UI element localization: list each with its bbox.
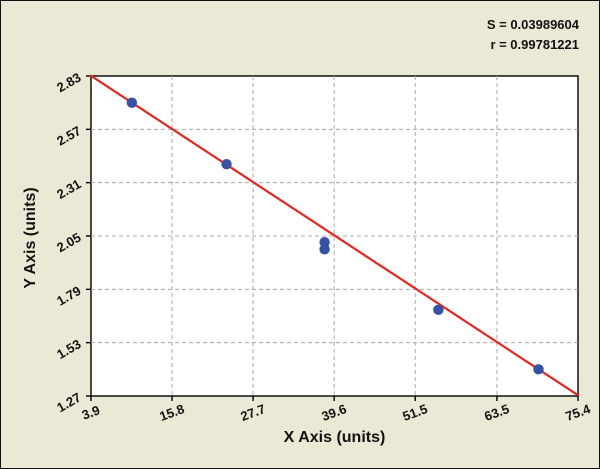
y-tick-label: 1.53: [54, 336, 83, 362]
y-tick-label: 2.57: [54, 123, 83, 149]
data-point: [221, 159, 232, 170]
stat-s-value: S = 0.03989604: [486, 17, 579, 32]
x-tick-label: 63.5: [482, 401, 511, 424]
data-point: [533, 364, 544, 375]
y-tick-label: 1.79: [54, 283, 83, 309]
x-tick-label: 39.6: [320, 401, 349, 424]
x-axis-title: X Axis (units): [283, 429, 386, 446]
data-point: [433, 304, 444, 316]
x-tick-label: 3.9: [80, 402, 102, 422]
x-tick-label: 15.8: [157, 401, 186, 424]
y-tick-label: 2.05: [54, 230, 83, 256]
data-point: [319, 244, 330, 255]
regression-line: [89, 74, 580, 397]
x-tick-label: 75.4: [563, 401, 593, 424]
data-point: [126, 97, 138, 108]
y-tick-label: 2.83: [54, 70, 83, 96]
y-tick-label: 2.31: [54, 176, 83, 202]
stats-annotation: S = 0.03989604 r = 0.99781221: [487, 15, 579, 55]
x-tick-label: 51.5: [401, 401, 430, 424]
y-tick-label: 1.27: [54, 390, 83, 416]
stat-r-value: r = 0.99781221: [490, 37, 579, 53]
data-point: [319, 236, 330, 248]
y-axis-title: Y Axis (units): [22, 187, 39, 289]
x-tick-label: 27.7: [238, 401, 267, 424]
